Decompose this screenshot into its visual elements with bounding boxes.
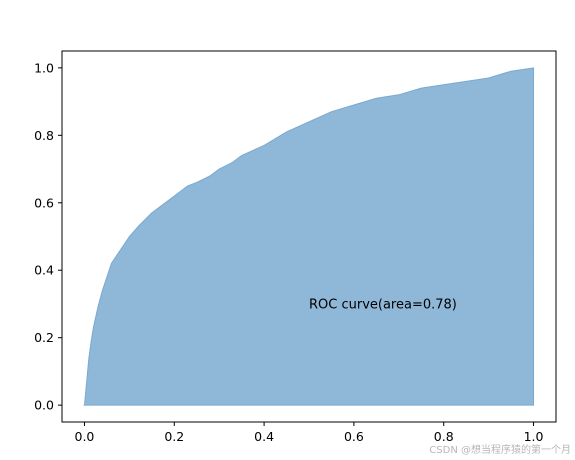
y-axis-ticks: 0.0 0.2 0.4 0.6 0.8 1.0 (34, 60, 62, 413)
y-tick-label: 0.4 (34, 263, 54, 278)
y-tick-label: 0.6 (34, 195, 54, 210)
y-tick-label: 0.0 (34, 398, 54, 413)
axes-frame (61, 50, 557, 423)
watermark-text: CSDN @想当程序猿的第一个月 (429, 443, 571, 456)
roc-area-fill (83, 67, 535, 406)
x-tick-label: 0.4 (254, 429, 274, 444)
x-axis-ticks: 0.0 0.2 0.4 0.6 0.8 1.0 (75, 422, 544, 444)
y-tick-label: 1.0 (34, 60, 54, 75)
y-tick-label: 0.2 (34, 330, 54, 345)
x-tick-label: 0.2 (164, 429, 184, 444)
x-tick-label: 1.0 (524, 429, 544, 444)
x-tick-label: 0.8 (434, 429, 454, 444)
y-tick-label: 0.8 (34, 128, 54, 143)
roc-annotation: ROC curve(area=0.78) (309, 297, 457, 312)
x-tick-label: 0.0 (75, 429, 95, 444)
x-tick-label: 0.6 (344, 429, 364, 444)
